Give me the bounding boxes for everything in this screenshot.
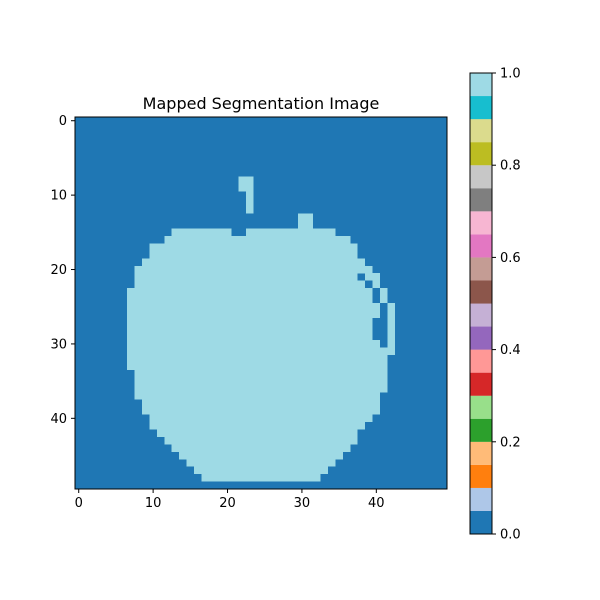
y-tick-label: 0 xyxy=(59,114,67,129)
colorbar-swatch xyxy=(470,72,492,97)
colorbar-swatch xyxy=(470,487,492,511)
segment-run xyxy=(387,332,395,341)
segment-run xyxy=(246,191,254,199)
segment-run xyxy=(127,332,373,341)
colorbar-tick-label: 0.4 xyxy=(500,343,521,358)
segment-run xyxy=(380,288,388,296)
segmentation-image xyxy=(75,117,447,489)
colorbar-swatch xyxy=(470,257,492,281)
plot-frame xyxy=(74,116,448,490)
segment-run xyxy=(127,355,388,363)
colorbar-tick-label: 0.2 xyxy=(500,435,521,450)
segment-run xyxy=(194,466,328,475)
segment-run xyxy=(141,407,381,415)
segment-run xyxy=(134,280,366,289)
segment-run xyxy=(171,228,232,237)
colorbar-tick-label: 0.0 xyxy=(500,528,521,543)
segment-run xyxy=(201,474,321,482)
segment-run xyxy=(179,451,343,460)
colorbar-swatch xyxy=(470,165,492,189)
colorbar-swatch xyxy=(470,211,492,235)
segment-run xyxy=(238,183,254,192)
x-tick-label: 40 xyxy=(368,496,385,511)
segment-run xyxy=(134,384,388,393)
segment-run xyxy=(246,198,254,207)
segment-run xyxy=(149,250,358,259)
colorbar-swatch xyxy=(470,510,492,535)
colorbar-swatch xyxy=(470,188,492,212)
segment-run xyxy=(246,228,336,237)
segment-run xyxy=(127,288,373,296)
segment-run xyxy=(127,362,388,370)
x-tick-label: 30 xyxy=(294,496,311,511)
x-tick-label: 0 xyxy=(75,496,83,511)
colorbar-swatch xyxy=(470,326,492,350)
segment-run xyxy=(365,273,381,281)
segment-run xyxy=(298,213,314,222)
segment-run xyxy=(298,221,314,229)
colorbar-swatch xyxy=(470,119,492,143)
segment-run xyxy=(387,302,395,311)
colorbar-swatch xyxy=(470,142,492,166)
colorbar-swatch xyxy=(470,372,492,396)
segment-run xyxy=(156,429,358,437)
segment-run xyxy=(127,340,381,348)
y-tick-label: 30 xyxy=(50,337,67,352)
segment-run xyxy=(141,399,381,408)
colorbar-swatch xyxy=(470,96,492,120)
segment-run xyxy=(127,347,395,356)
segment-run xyxy=(171,444,351,452)
colorbar-swatch xyxy=(470,234,492,258)
image-axes: 0 10 20 30 40 0 10 20 30 40 xyxy=(50,114,448,511)
y-tick-label: 40 xyxy=(50,412,67,427)
chart-title: Mapped Segmentation Image xyxy=(143,94,380,113)
segment-run xyxy=(149,422,366,430)
segment-run xyxy=(149,243,358,251)
segment-run xyxy=(186,459,336,467)
segment-run xyxy=(134,377,388,385)
colorbar-swatch xyxy=(470,280,492,304)
segment-run xyxy=(127,325,373,333)
segment-run xyxy=(238,176,254,184)
y-tick-label: 20 xyxy=(50,263,67,278)
colorbar-tick-label: 1.0 xyxy=(500,67,521,82)
colorbar-swatch xyxy=(470,418,492,442)
segment-run xyxy=(387,310,395,318)
segment-run xyxy=(380,295,388,304)
segment-run xyxy=(246,206,254,214)
segment-run xyxy=(134,392,381,400)
segment-run xyxy=(134,369,388,378)
segment-run xyxy=(127,302,381,311)
colorbar-swatch xyxy=(470,349,492,373)
segment-run xyxy=(387,325,395,333)
segment-run xyxy=(387,340,395,348)
colorbar-tick-label: 0.6 xyxy=(500,251,521,266)
segment-run xyxy=(164,436,358,445)
colorbar-frame xyxy=(469,72,493,535)
colorbar-swatch xyxy=(470,395,492,419)
segment-run xyxy=(387,317,395,326)
segment-run xyxy=(127,295,373,304)
segment-run xyxy=(134,273,358,281)
segment-run xyxy=(127,310,381,318)
segment-run xyxy=(141,258,366,266)
segment-run xyxy=(164,236,351,244)
colorbar-swatch xyxy=(470,441,492,465)
colorbar-tick-label: 0.8 xyxy=(500,159,521,174)
x-tick-label: 10 xyxy=(145,496,162,511)
x-tick-label: 20 xyxy=(219,496,236,511)
y-tick-label: 10 xyxy=(50,189,67,204)
segment-run xyxy=(134,265,373,274)
colorbar: 0.0 0.2 0.4 0.6 0.8 1.0 xyxy=(469,67,521,543)
colorbar-swatch xyxy=(470,464,492,488)
segment-run xyxy=(127,317,373,326)
segment-run xyxy=(372,280,381,289)
segment-run xyxy=(149,414,373,423)
colorbar-swatch xyxy=(470,303,492,327)
